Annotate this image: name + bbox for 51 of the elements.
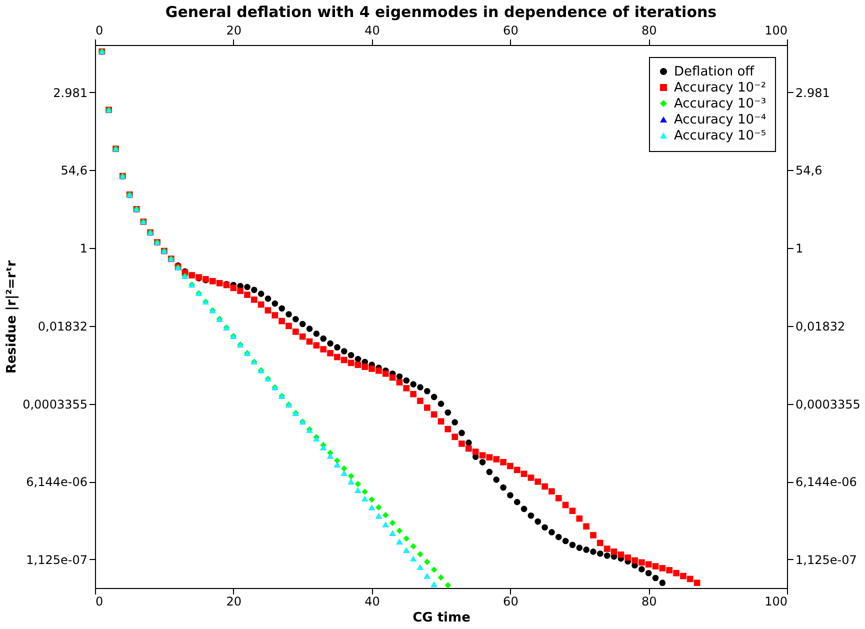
point <box>382 512 389 518</box>
text: 2.981 <box>796 86 830 100</box>
x2-tick-label: 40 <box>364 24 380 38</box>
text: 0,01832 <box>796 319 846 334</box>
point <box>362 488 368 495</box>
y-tick-label: 6,144e-06 <box>26 475 88 490</box>
y-tick-label: 2.981 <box>53 86 88 100</box>
point <box>424 558 430 566</box>
point <box>389 520 396 526</box>
point <box>340 465 348 472</box>
legend-label: Accuracy 10⁻⁴ <box>674 112 766 128</box>
point <box>368 496 375 503</box>
x-tick-label: 100 <box>764 594 788 608</box>
y-tick-label: 1,125e-07 <box>26 552 88 567</box>
point <box>376 504 382 510</box>
text: 1 <box>796 242 804 256</box>
x-tick-label: 80 <box>641 594 657 608</box>
x2-tick-label: 0 <box>96 24 104 38</box>
text: 0,0003355 <box>796 397 860 412</box>
x2-tick-label: 80 <box>641 24 657 38</box>
x-tick-label: 0 <box>96 594 104 608</box>
x-tick-label: 40 <box>364 594 380 608</box>
text: 1,125e-07 <box>796 552 857 567</box>
legend-label: Deflation off <box>674 64 756 80</box>
point <box>430 566 438 573</box>
text: 6,144e-06 <box>796 475 857 490</box>
point <box>348 473 354 480</box>
legend-label: Accuracy 10⁻² <box>674 80 766 96</box>
point <box>410 543 416 550</box>
legend-label: Accuracy 10⁻⁵ <box>674 128 766 144</box>
y-tick-label: 1 <box>80 242 88 256</box>
point <box>417 550 424 558</box>
x-tick-label: 60 <box>503 594 518 608</box>
y-tick-label: 0,01832 <box>38 319 88 334</box>
x-tick-label: 20 <box>226 594 242 608</box>
point <box>444 582 452 588</box>
chart-title: General deflation with 4 eigenmodes in dependence of iterations <box>165 3 717 21</box>
point <box>354 480 362 488</box>
x-axis-title: CG time <box>412 610 471 626</box>
point <box>334 457 340 464</box>
y-tick-label: 54,6 <box>60 164 88 178</box>
point <box>396 528 403 534</box>
legend-label: Accuracy 10⁻³ <box>674 96 766 112</box>
y-tick-label: 0,0003355 <box>22 397 88 412</box>
x2-tick-label: 60 <box>503 24 518 38</box>
y-axis-title: Residue |r|²=rᵗr <box>4 260 20 374</box>
x2-tick-label: 100 <box>764 24 788 38</box>
point <box>403 535 410 542</box>
point <box>438 574 444 581</box>
text: 54,6 <box>796 164 822 178</box>
x2-tick-label: 20 <box>226 24 242 38</box>
